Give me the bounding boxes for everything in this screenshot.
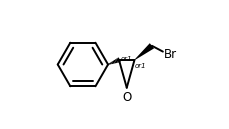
Polygon shape xyxy=(134,43,154,60)
Text: or1: or1 xyxy=(135,63,147,69)
Text: Br: Br xyxy=(164,48,177,61)
Text: O: O xyxy=(122,91,131,104)
Text: or1: or1 xyxy=(120,56,132,62)
